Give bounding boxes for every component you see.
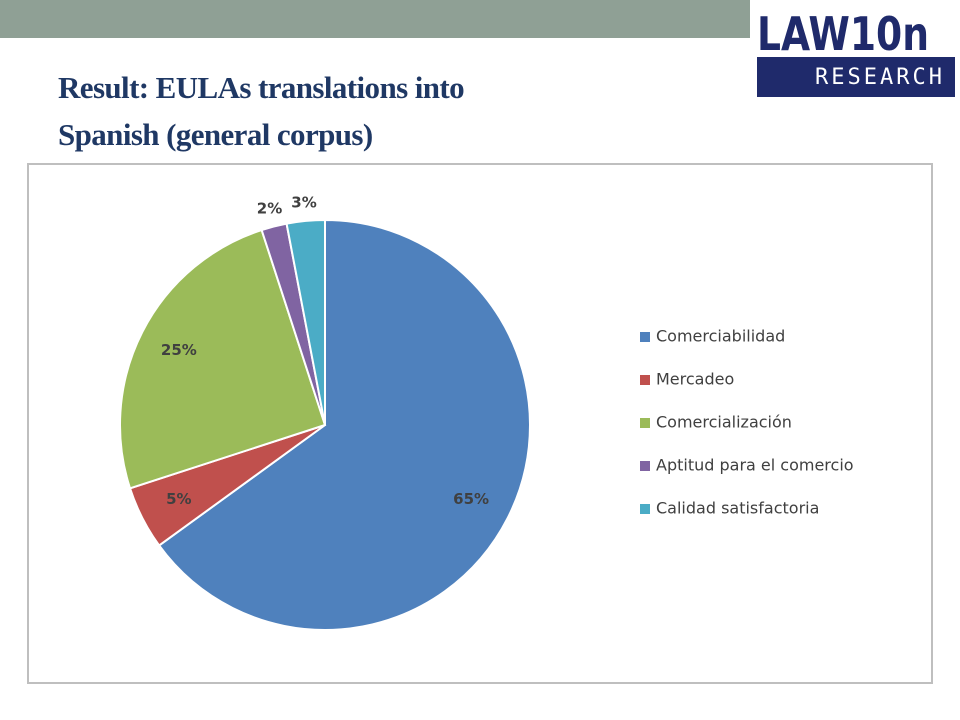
slide-title: Result: EULAs translations into xyxy=(58,70,464,105)
legend-swatch xyxy=(640,375,650,385)
data-label: 5% xyxy=(166,490,191,508)
data-label: 65% xyxy=(453,490,489,508)
pie-slice xyxy=(285,218,326,426)
data-label: 2% xyxy=(257,200,282,218)
data-label: 25% xyxy=(161,341,197,359)
legend-label: Comercialización xyxy=(656,413,792,432)
legend-label: Aptitud para el comercio xyxy=(656,456,854,475)
legend-swatch xyxy=(640,504,650,514)
legend-swatch xyxy=(640,418,650,428)
pie-slice xyxy=(157,218,531,631)
pie-slice xyxy=(119,228,327,490)
legend-swatch xyxy=(640,332,650,342)
chart: 65% 5% 25% 2% 3% Comerciabilidad Mercadeo Comer… xyxy=(119,193,854,631)
slide-title: Spanish (general corpus) xyxy=(58,117,373,152)
legend-swatch xyxy=(640,461,650,471)
legend-label: Mercadeo xyxy=(656,370,734,389)
logo-tagline: RESEARCH xyxy=(815,65,945,90)
legend-label: Comerciabilidad xyxy=(656,327,785,346)
legend-label: Calidad satisfactoria xyxy=(656,499,819,518)
logo-name: LAW10n xyxy=(757,7,929,61)
logo-box xyxy=(757,57,955,97)
top-bar xyxy=(0,0,750,38)
data-label: 3% xyxy=(291,193,316,211)
